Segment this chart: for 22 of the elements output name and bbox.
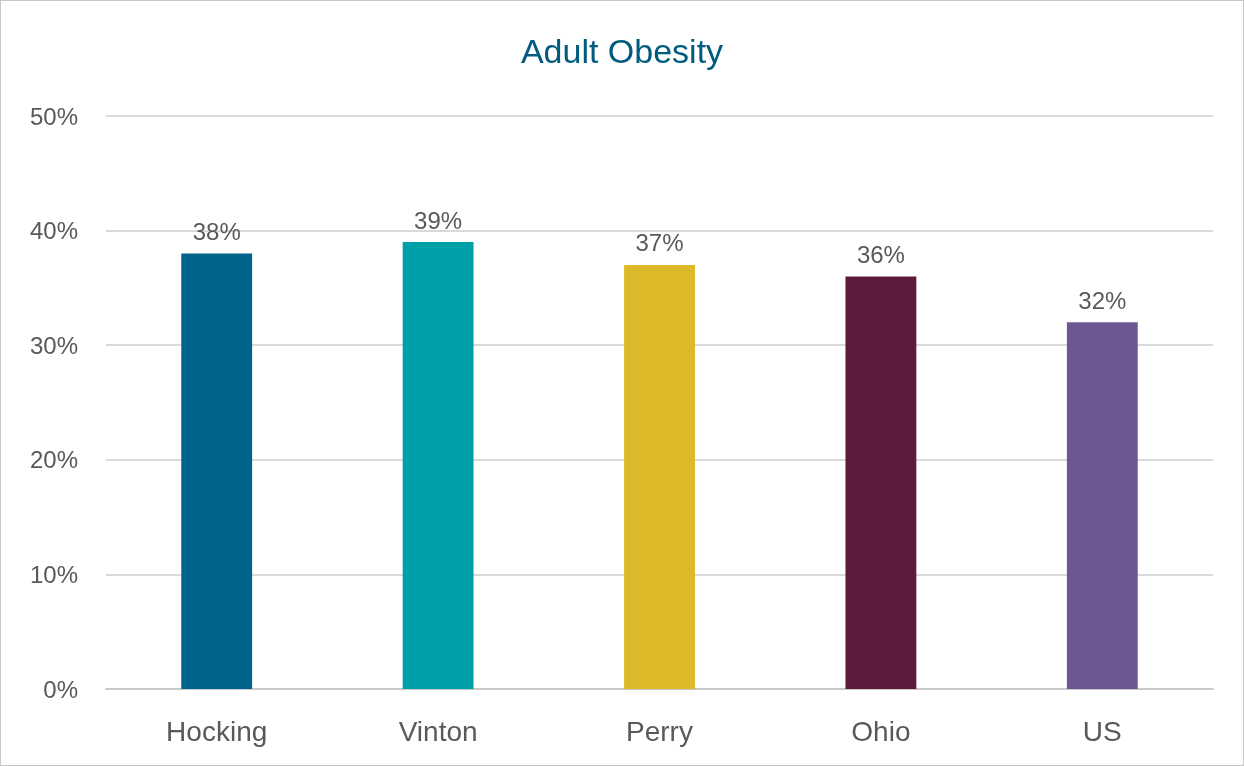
y-tick-label: 50% — [29, 102, 78, 130]
y-tick-label: 30% — [29, 331, 78, 359]
data-label: 38% — [192, 218, 241, 246]
y-tick-label: 10% — [29, 560, 78, 588]
y-tick-label: 40% — [29, 217, 78, 245]
x-tick-label: Ohio — [851, 715, 911, 747]
bar — [181, 253, 253, 689]
y-tick-label: 20% — [29, 446, 78, 474]
x-tick-label: Vinton — [398, 715, 478, 747]
y-tick-label: 0% — [43, 675, 78, 703]
x-tick-label: US — [1082, 715, 1122, 747]
data-label: 32% — [1078, 286, 1127, 314]
bar — [1066, 322, 1138, 689]
data-label: 37% — [635, 229, 684, 257]
data-label: 36% — [856, 240, 905, 268]
bar — [845, 276, 917, 689]
chart-title: Adult Obesity — [520, 32, 724, 70]
x-tick-label: Perry — [626, 715, 693, 747]
data-label: 39% — [414, 206, 463, 234]
bar — [402, 242, 474, 689]
x-tick-label: Hocking — [166, 715, 268, 747]
bar — [624, 264, 695, 689]
